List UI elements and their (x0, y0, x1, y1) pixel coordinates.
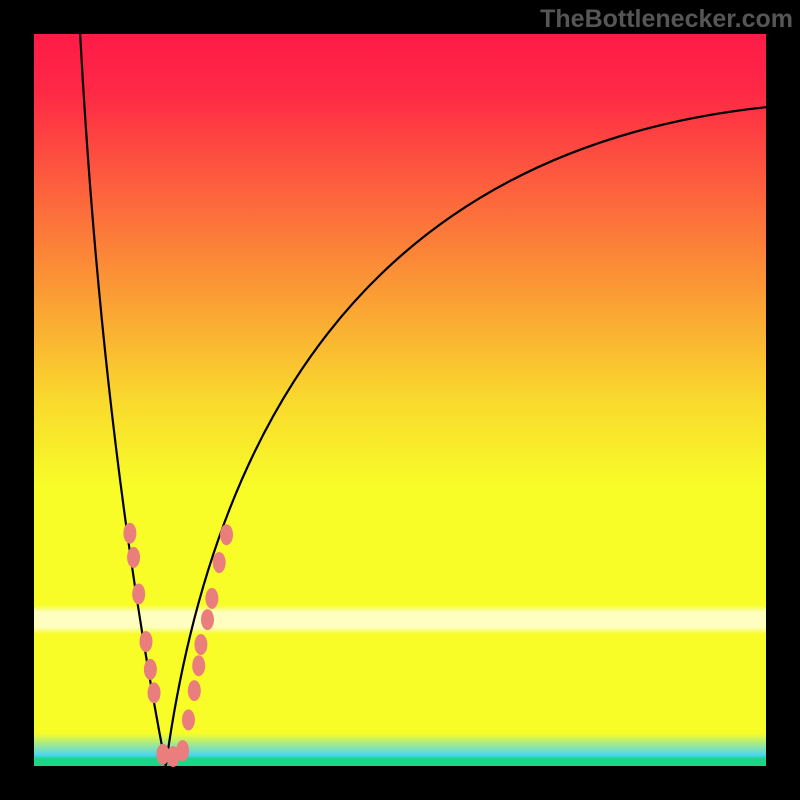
curve-right-branch (166, 107, 766, 766)
data-marker (213, 552, 226, 573)
data-marker (144, 659, 157, 680)
data-marker (192, 655, 205, 676)
data-marker (139, 631, 152, 652)
data-marker (127, 547, 140, 568)
watermark-text: TheBottlenecker.com (540, 5, 793, 34)
data-marker (205, 588, 218, 609)
data-marker (182, 709, 195, 730)
data-marker (220, 524, 233, 545)
bottleneck-curve (34, 34, 766, 766)
data-marker (132, 583, 145, 604)
data-marker (188, 680, 201, 701)
plot-area (34, 34, 766, 766)
data-marker (201, 609, 214, 630)
data-marker (148, 682, 161, 703)
curve-left-branch (80, 34, 166, 766)
chart-frame: TheBottlenecker.com (0, 0, 800, 800)
data-marker (194, 634, 207, 655)
data-marker (176, 740, 189, 761)
data-marker (123, 523, 136, 544)
marker-group (123, 523, 233, 767)
